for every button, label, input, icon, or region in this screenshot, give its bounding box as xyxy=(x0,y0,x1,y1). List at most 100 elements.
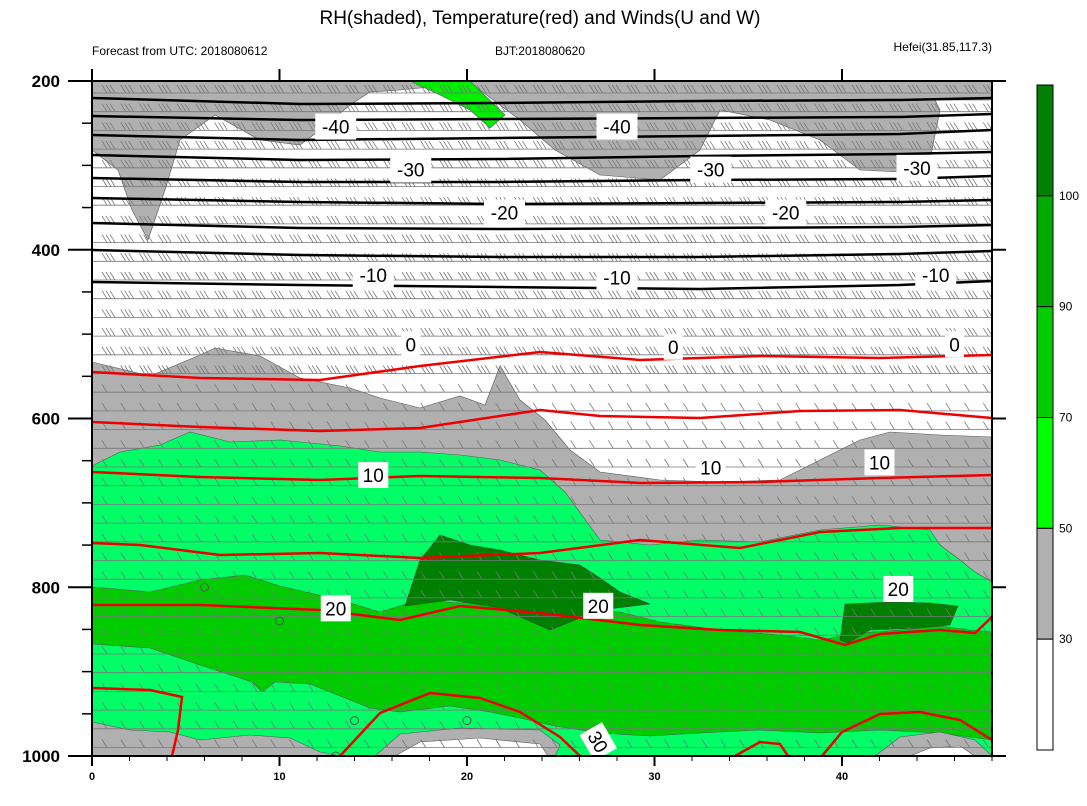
wind-barb-tick xyxy=(476,402,483,412)
wind-barb-tick xyxy=(765,103,772,112)
wind-barb-tick xyxy=(870,421,877,430)
wind-barb-tick xyxy=(720,327,727,337)
wind-barb-tick xyxy=(720,739,727,748)
wind-barb-tick xyxy=(368,290,374,299)
wind-barb-tick xyxy=(218,253,224,262)
wind-barb-tick xyxy=(476,290,483,299)
wind-barb-tick xyxy=(405,309,412,318)
wind-barb-tick xyxy=(514,234,520,243)
wind-barb-tick xyxy=(420,215,427,225)
wind-barb-tick xyxy=(645,103,652,112)
wind-barb-tick xyxy=(915,346,922,356)
wind-barb-tick xyxy=(289,122,295,131)
wind-barb-tick xyxy=(701,496,708,505)
wind-barb-tick xyxy=(668,290,674,299)
wind-barb-tick xyxy=(457,477,464,486)
wind-barb-tick xyxy=(401,215,408,225)
wind-barb-tick xyxy=(851,627,858,636)
wind-barb-tick xyxy=(101,234,108,243)
wind-barb-tick xyxy=(439,683,445,692)
wind-barb-tick xyxy=(289,271,295,281)
wind-barb-tick xyxy=(315,309,322,318)
wind-barb-tick xyxy=(589,178,595,187)
wind-barb-tick xyxy=(870,739,877,748)
wind-barb-tick xyxy=(611,327,618,337)
wind-barb-tick xyxy=(907,720,914,730)
wind-barb-tick xyxy=(870,140,877,150)
wind-barb-tick xyxy=(195,103,202,112)
wind-barb-tick xyxy=(551,589,558,599)
wind-barb-tick xyxy=(345,290,352,299)
wind-barb-tick xyxy=(570,309,577,318)
wind-barb-tick xyxy=(289,383,295,393)
wind-barb-tick xyxy=(551,327,558,337)
wind-barb-tick xyxy=(889,140,895,150)
wind-barb-tick xyxy=(709,122,716,131)
wind-barb-tick xyxy=(776,290,783,299)
wind-barb-tick xyxy=(982,701,989,711)
wind-barb-tick xyxy=(822,103,828,112)
wind-barb-tick xyxy=(161,346,168,356)
wind-barb-tick xyxy=(232,720,239,730)
wind-barb-tick xyxy=(536,215,543,225)
calm-wind-circle xyxy=(275,616,284,626)
wind-barb-tick xyxy=(926,215,933,225)
wind-barb-tick xyxy=(589,683,595,692)
wind-barb-tick xyxy=(101,346,108,356)
wind-barb-tick xyxy=(664,514,670,524)
wind-barb-tick xyxy=(814,645,820,655)
wind-barb-tick xyxy=(157,496,164,505)
wind-barb-tick xyxy=(382,739,389,748)
wind-barb-tick xyxy=(589,140,595,150)
wind-barb-tick xyxy=(424,290,431,299)
wind-barb-tick xyxy=(626,645,633,655)
wind-barb-tick xyxy=(218,159,224,169)
wind-barb-tick xyxy=(382,664,389,673)
wind-barb-tick xyxy=(874,84,881,94)
wind-barb-tick xyxy=(161,327,168,337)
wind-barb-tick xyxy=(780,309,787,318)
wind-barb-tick xyxy=(630,290,637,299)
wind-barb-tick xyxy=(326,309,333,318)
wind-barb-tick xyxy=(626,84,633,94)
wind-barb-tick xyxy=(630,346,637,356)
wind-barb-tick xyxy=(589,309,595,318)
wind-barb-tick xyxy=(589,701,595,711)
wind-barb-tick xyxy=(597,103,603,112)
wind-barb-tick xyxy=(972,346,978,356)
wind-barb-tick xyxy=(840,290,847,299)
wind-barb-tick xyxy=(889,122,895,131)
wind-barb-tick xyxy=(255,346,262,356)
wind-barb-tick xyxy=(720,84,727,94)
wind-barb-tick xyxy=(626,290,633,299)
wind-barb-tick xyxy=(589,103,595,112)
wind-barb-tick xyxy=(664,402,670,412)
wind-barb-tick xyxy=(757,570,764,580)
wind-barb-tick xyxy=(615,84,622,94)
wind-barb-tick xyxy=(645,309,652,318)
wind-barb-tick xyxy=(626,440,633,449)
wind-barb-tick xyxy=(964,84,970,94)
wind-barb-tick xyxy=(664,122,670,131)
wind-barb-tick xyxy=(157,290,164,299)
wind-barb-tick xyxy=(799,140,806,150)
wind-barb-tick xyxy=(203,327,210,337)
wind-barb-tick xyxy=(476,271,483,281)
wind-barb-tick xyxy=(968,327,974,337)
wind-barb-tick xyxy=(428,271,435,281)
wind-barb-tick xyxy=(139,477,145,486)
wind-barb-tick xyxy=(701,683,708,692)
wind-barb-tick xyxy=(982,253,989,262)
wind-barb-tick xyxy=(814,103,820,112)
wind-barb-tick xyxy=(176,608,183,617)
wind-barb-tick xyxy=(143,122,149,131)
wind-barb-tick xyxy=(634,309,641,318)
wind-barb-tick xyxy=(720,664,727,673)
wind-barb-tick xyxy=(289,627,295,636)
wind-barb-tick xyxy=(180,234,187,243)
wind-barb-tick xyxy=(251,701,258,711)
wind-barb-tick xyxy=(251,159,258,169)
wind-barb-tick xyxy=(664,608,670,617)
wind-barb-tick xyxy=(447,215,453,225)
